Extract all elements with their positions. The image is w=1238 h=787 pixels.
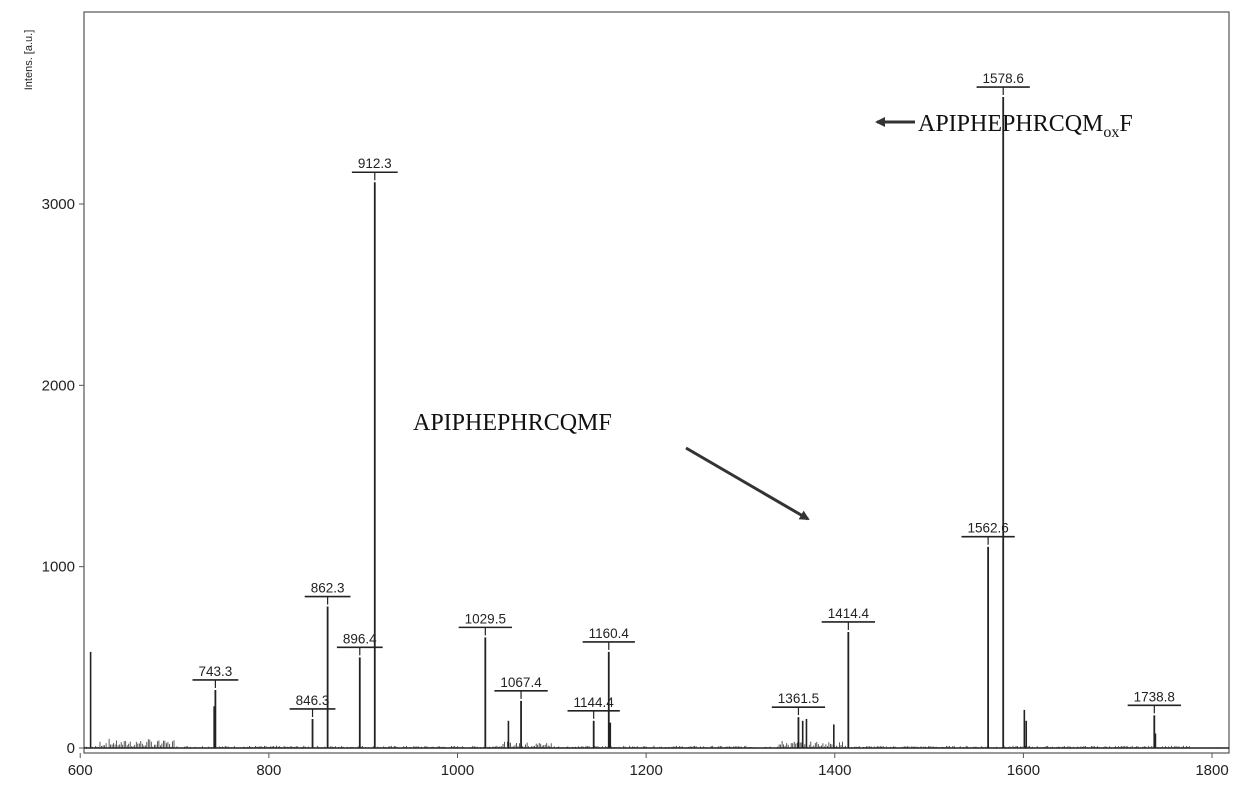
y-tick-label: 2000 (42, 377, 75, 394)
annotation-unoxidized-arrow (685, 446, 810, 521)
peak-label-1361.5: 1361.5 (778, 691, 819, 706)
noise-trace (84, 738, 1230, 749)
annotation-oxidized-suffix: F (1119, 111, 1132, 137)
peak-label-743.3: 743.3 (198, 664, 232, 679)
peak-label-1144.4: 1144.4 (574, 695, 615, 710)
annotation-oxidized-text: APIPHEPHRCQMoxF (918, 111, 1133, 141)
peak-label-1414.4: 1414.4 (828, 606, 870, 621)
x-tick-label: 1800 (1195, 762, 1228, 779)
x-tick-label: 1600 (1007, 762, 1040, 779)
peaks-group: 743.3 846.3 862.3 896.4 912.3 1029.5 1067.4 114… (89, 71, 1181, 748)
axes-group: 600 800 1000 1200 1400 1600 1800 0 1000 2000 3000 (42, 196, 1229, 779)
peak-label-912.3: 912.3 (358, 156, 392, 171)
y-axis-label: Intens. [a.u.] (23, 30, 35, 91)
y-tick-label: 1000 (42, 559, 75, 576)
peak-label-1029.5: 1029.5 (465, 611, 506, 626)
annotation-oxidized-main: APIPHEPHRCQM (918, 111, 1103, 137)
peak-label-862.3: 862.3 (311, 581, 345, 596)
y-tick-label: 3000 (42, 196, 75, 213)
annotation-unoxidized-text: APIPHEPHRCQMF (413, 410, 612, 436)
peak-label-1578.6: 1578.6 (983, 71, 1024, 86)
annotation-oxidized: APIPHEPHRCQMoxF (875, 111, 1133, 141)
x-tick-label: 1400 (818, 762, 851, 779)
peak-label-896.4: 896.4 (343, 631, 377, 646)
annotation-oxidized-subscript: ox (1103, 124, 1119, 141)
peak-label-1160.4: 1160.4 (589, 626, 630, 641)
x-tick-label: 1200 (629, 762, 662, 779)
x-tick-label: 600 (68, 762, 93, 779)
x-tick-label: 800 (256, 762, 281, 779)
x-tick-label: 1000 (441, 762, 474, 779)
y-tick-label: 0 (67, 740, 75, 757)
annotation-unoxidized: APIPHEPHRCQMF (413, 410, 810, 521)
peak-label-1738.8: 1738.8 (1134, 689, 1175, 704)
baseline-noise (84, 738, 1230, 749)
peak-label-1067.4: 1067.4 (500, 675, 542, 690)
peak-label-846.3: 846.3 (296, 693, 330, 708)
peak-label-1562.6: 1562.6 (967, 521, 1008, 536)
plot-frame (83, 11, 1230, 754)
